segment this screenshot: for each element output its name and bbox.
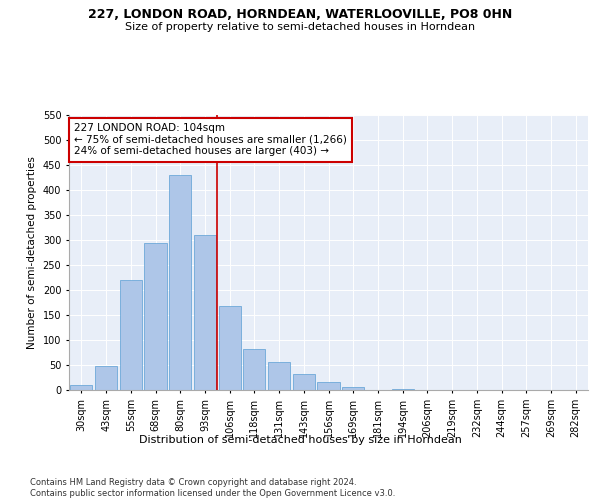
Bar [169,175,191,390]
Bar [218,306,241,390]
Bar [95,366,117,390]
Text: 227 LONDON ROAD: 104sqm
← 75% of semi-detached houses are smaller (1,266)
24% of: 227 LONDON ROAD: 104sqm ← 75% of semi-de… [74,123,347,156]
Text: Contains HM Land Registry data © Crown copyright and database right 2024.
Contai: Contains HM Land Registry data © Crown c… [30,478,395,498]
Bar [268,362,290,390]
Bar [119,280,142,390]
Bar [194,235,216,390]
Bar [70,385,92,390]
Bar [317,382,340,390]
Bar [392,388,414,390]
Bar [243,348,265,390]
Bar [342,387,364,390]
Y-axis label: Number of semi-detached properties: Number of semi-detached properties [27,156,37,349]
Text: Distribution of semi-detached houses by size in Horndean: Distribution of semi-detached houses by … [139,435,461,445]
Text: 227, LONDON ROAD, HORNDEAN, WATERLOOVILLE, PO8 0HN: 227, LONDON ROAD, HORNDEAN, WATERLOOVILL… [88,8,512,20]
Bar [145,242,167,390]
Text: Size of property relative to semi-detached houses in Horndean: Size of property relative to semi-detach… [125,22,475,32]
Bar [293,374,315,390]
